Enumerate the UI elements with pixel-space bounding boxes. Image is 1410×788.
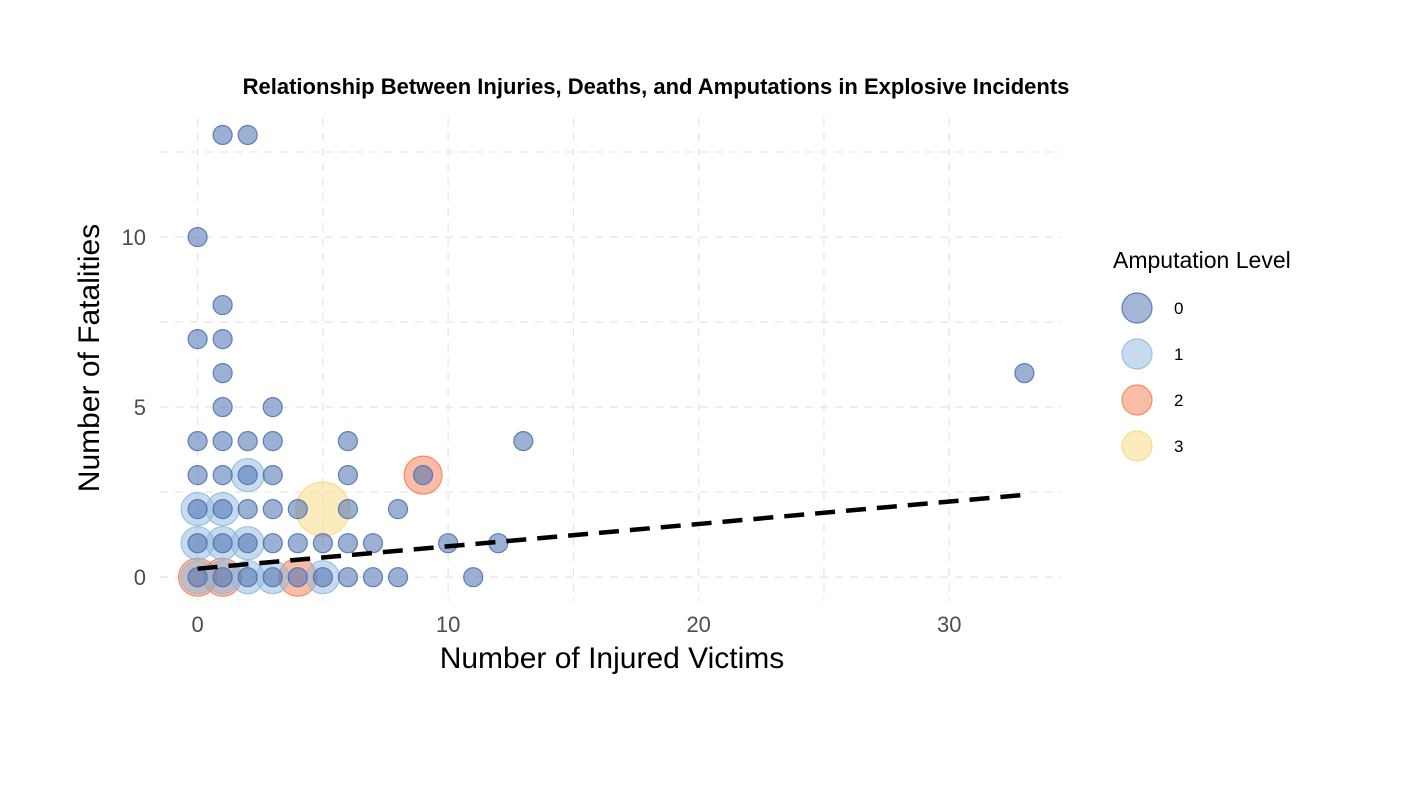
data-point-amputation-0 <box>187 567 208 588</box>
data-point-amputation-0 <box>1014 363 1035 384</box>
legend-key-3 <box>1121 430 1153 462</box>
data-point-amputation-0 <box>337 499 359 520</box>
x-tick-label: 0 <box>191 612 203 637</box>
data-points <box>177 124 1035 597</box>
data-point-amputation-0 <box>262 397 283 418</box>
data-point-amputation-0 <box>262 499 283 520</box>
data-point-amputation-0 <box>187 431 208 452</box>
data-point-amputation-0 <box>262 465 283 486</box>
legend-label-1: 1 <box>1174 345 1183 364</box>
data-point-amputation-0 <box>262 533 283 554</box>
x-axis-ticks: 0 10 20 30 <box>191 612 961 637</box>
data-point-amputation-0 <box>237 533 258 554</box>
data-point-amputation-0 <box>337 431 359 452</box>
data-point-amputation-0 <box>463 567 484 588</box>
data-point-amputation-0 <box>412 465 434 486</box>
data-point-amputation-0 <box>287 499 308 520</box>
data-point-amputation-0 <box>237 431 258 452</box>
data-point-amputation-0 <box>312 567 333 588</box>
data-point-amputation-0 <box>212 431 233 452</box>
data-point-amputation-0 <box>337 567 359 588</box>
data-point-amputation-0 <box>187 533 208 554</box>
data-point-amputation-0 <box>212 567 233 588</box>
trend-line-layer <box>197 492 1025 571</box>
data-point-amputation-0 <box>187 465 208 486</box>
grid-lines <box>160 118 1062 601</box>
x-tick-label: 10 <box>436 612 460 637</box>
data-point-amputation-0 <box>312 533 333 554</box>
data-point-amputation-0 <box>287 567 308 588</box>
data-point-amputation-0 <box>262 431 283 452</box>
data-point-amputation-0 <box>237 567 258 588</box>
data-point-amputation-0 <box>262 567 283 588</box>
y-tick-label: 5 <box>134 395 146 420</box>
data-point-amputation-0 <box>287 533 308 554</box>
x-tick-label: 30 <box>937 612 961 637</box>
legend-key-0 <box>1121 292 1153 324</box>
legend-label-2: 2 <box>1174 391 1183 410</box>
data-point-amputation-0 <box>387 567 409 588</box>
trend-line <box>197 492 1025 571</box>
data-point-amputation-0 <box>212 465 233 486</box>
data-point-amputation-0 <box>212 363 233 384</box>
legend-key-2 <box>1121 384 1153 416</box>
legend: 0 1 2 3 <box>1121 292 1183 462</box>
data-point-amputation-0 <box>237 499 258 520</box>
y-tick-label: 10 <box>122 225 146 250</box>
data-point-amputation-0 <box>438 533 459 554</box>
y-axis-title: Number of Fatalities <box>73 224 106 492</box>
data-point-amputation-0 <box>187 499 208 520</box>
data-point-amputation-0 <box>237 465 258 486</box>
legend-label-0: 0 <box>1174 299 1183 318</box>
x-tick-label: 20 <box>686 612 710 637</box>
x-axis-title: Number of Injured Victims <box>440 642 785 675</box>
data-point-amputation-0 <box>212 294 233 316</box>
legend-title: Amputation Level <box>1113 247 1291 273</box>
y-axis-ticks: 0 5 10 <box>122 225 146 590</box>
legend-label-3: 3 <box>1174 437 1183 456</box>
data-point-amputation-0 <box>212 499 233 520</box>
data-point-amputation-0 <box>212 124 233 146</box>
data-point-amputation-0 <box>337 533 359 554</box>
data-point-amputation-0 <box>362 533 384 554</box>
data-point-amputation-0 <box>187 328 208 350</box>
legend-key-1 <box>1121 338 1153 370</box>
data-point-amputation-0 <box>187 226 208 248</box>
data-point-amputation-0 <box>212 328 233 350</box>
data-point-amputation-0 <box>513 431 534 452</box>
data-point-amputation-0 <box>212 533 233 554</box>
data-point-amputation-0 <box>337 465 359 486</box>
data-point-amputation-0 <box>237 124 258 146</box>
y-tick-label: 0 <box>134 565 146 590</box>
data-point-amputation-0 <box>212 397 233 418</box>
data-point-amputation-0 <box>387 499 409 520</box>
data-point-amputation-0 <box>362 567 384 588</box>
chart-title: Relationship Between Injuries, Deaths, a… <box>243 74 1070 99</box>
